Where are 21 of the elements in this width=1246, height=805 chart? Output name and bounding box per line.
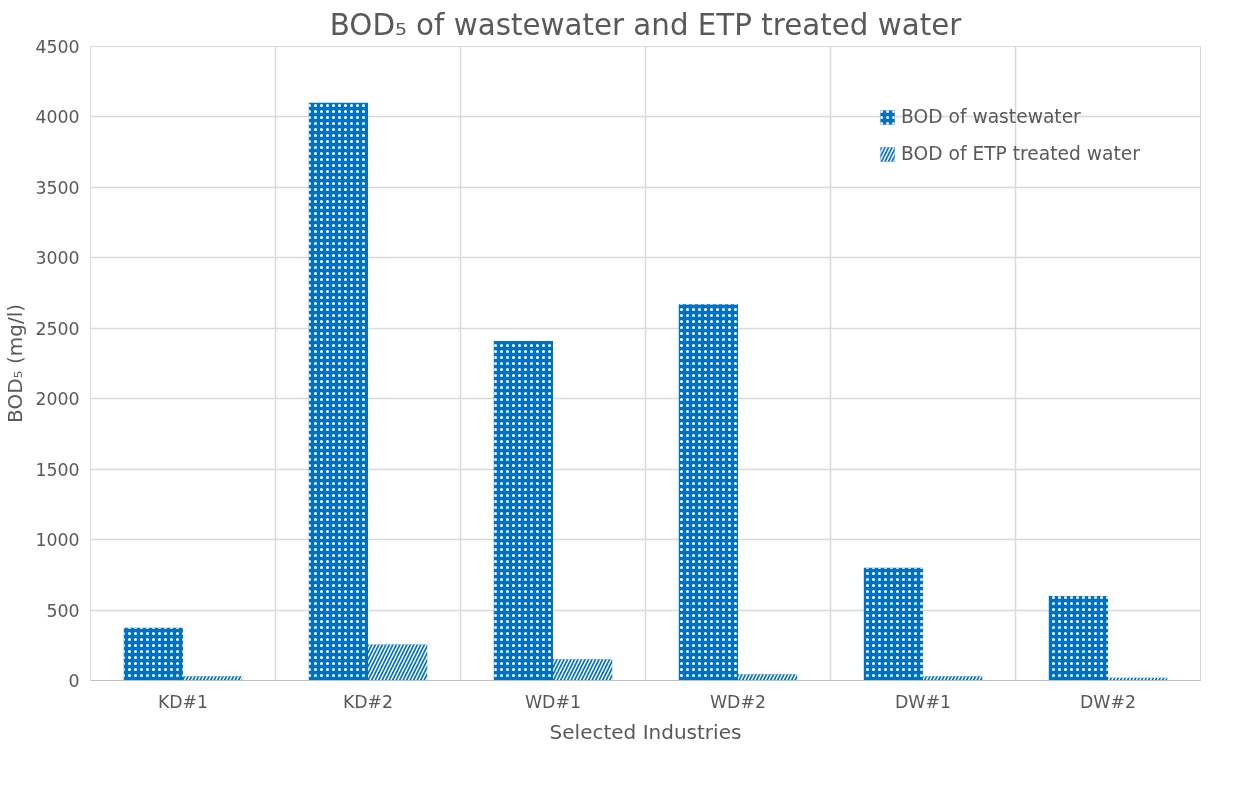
- x-axis-title: Selected Industries: [549, 719, 742, 744]
- y-tick-label: 3000: [35, 248, 80, 269]
- legend-label: BOD of wastewater: [901, 106, 1081, 127]
- x-tick-label: KD#1: [157, 691, 209, 712]
- y-tick-label: 4000: [35, 107, 80, 128]
- y-tick-label: 4500: [35, 37, 80, 57]
- y-tick-label: 2500: [35, 318, 80, 339]
- x-tick-label: DW#2: [1079, 691, 1137, 712]
- legend-label: BOD of ETP treated water: [901, 143, 1140, 164]
- y-tick-label: 3500: [35, 177, 80, 198]
- x-tick-label: WD#2: [709, 691, 767, 712]
- x-tick-label: WD#1: [524, 691, 582, 712]
- y-tick-label: 1000: [35, 530, 80, 551]
- x-tick-label: DW#1: [894, 691, 952, 712]
- x-tick-label: KD#2: [342, 691, 394, 712]
- y-tick-label: 1500: [35, 459, 80, 480]
- y-tick-label: 2000: [35, 389, 80, 410]
- y-axis-title: BOD₅ (mg/l): [3, 304, 28, 423]
- y-tick-label: 500: [46, 600, 80, 621]
- chart-title: BOD₅ of wastewater and ETP treated water: [329, 7, 963, 42]
- y-tick-label: 0: [68, 671, 80, 691]
